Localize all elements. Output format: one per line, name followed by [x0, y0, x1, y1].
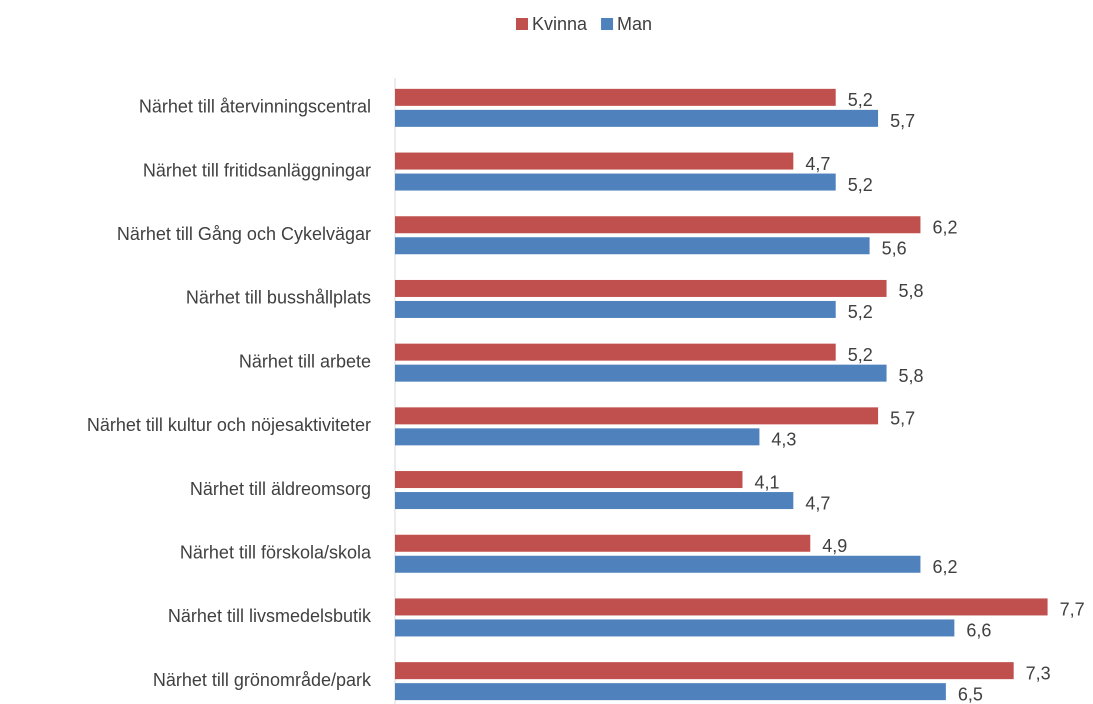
bar: [395, 428, 760, 446]
y-tick-label: Närhet till återvinningscentral: [139, 97, 371, 117]
bar: [395, 88, 836, 106]
data-label: 5,8: [899, 281, 924, 301]
data-label: 7,3: [1026, 663, 1051, 683]
data-label: 5,2: [848, 90, 873, 110]
data-label: 6,2: [932, 218, 957, 238]
data-label: 5,2: [848, 345, 873, 365]
bar: [395, 109, 879, 127]
data-label: 6,2: [932, 557, 957, 577]
data-label: 4,7: [805, 493, 830, 513]
data-label: 5,6: [882, 239, 907, 259]
bar: [395, 662, 1014, 680]
bar: [395, 471, 743, 489]
y-tick-label: Närhet till grönområde/park: [153, 670, 372, 690]
bar: [395, 407, 879, 425]
data-label: 7,7: [1060, 600, 1085, 620]
data-label: 4,9: [822, 536, 847, 556]
bar: [395, 534, 811, 552]
bar: [395, 279, 887, 297]
legend-label: Man: [617, 14, 652, 34]
bar: [395, 598, 1048, 616]
y-tick-label: Närhet till busshållplats: [186, 288, 371, 308]
data-label: 4,1: [754, 472, 779, 492]
bar: [395, 364, 887, 382]
data-label: 5,2: [848, 302, 873, 322]
data-label: 4,7: [805, 154, 830, 174]
data-label: 6,6: [966, 621, 991, 641]
y-tick-label: Närhet till arbete: [239, 351, 371, 371]
bar: [395, 683, 946, 701]
legend-swatch: [601, 18, 614, 30]
y-tick-label: Närhet till äldreomsorg: [190, 479, 371, 499]
data-label: 4,3: [771, 430, 796, 450]
y-tick-label: Närhet till Gång och Cykelvägar: [117, 224, 371, 244]
bar: [395, 492, 794, 510]
data-label: 6,5: [958, 684, 983, 704]
bar: [395, 173, 836, 191]
bar: [395, 216, 921, 234]
y-tick-label: Närhet till fritidsanläggningar: [143, 160, 371, 180]
bar: [395, 300, 836, 318]
data-label: 5,8: [899, 366, 924, 386]
data-label: 5,7: [890, 111, 915, 131]
bar: [395, 619, 955, 637]
legend-label: Kvinna: [532, 14, 588, 34]
data-label: 5,7: [890, 409, 915, 429]
bar: [395, 555, 921, 573]
y-tick-label: Närhet till förskola/skola: [180, 543, 372, 563]
y-tick-label: Närhet till kultur och nöjesaktiviteter: [87, 415, 371, 435]
legend-swatch: [516, 18, 528, 30]
bar: [395, 152, 794, 170]
data-label: 5,2: [848, 175, 873, 195]
bar: [395, 343, 836, 361]
bar: [395, 237, 870, 255]
y-tick-label: Närhet till livsmedelsbutik: [168, 606, 372, 626]
